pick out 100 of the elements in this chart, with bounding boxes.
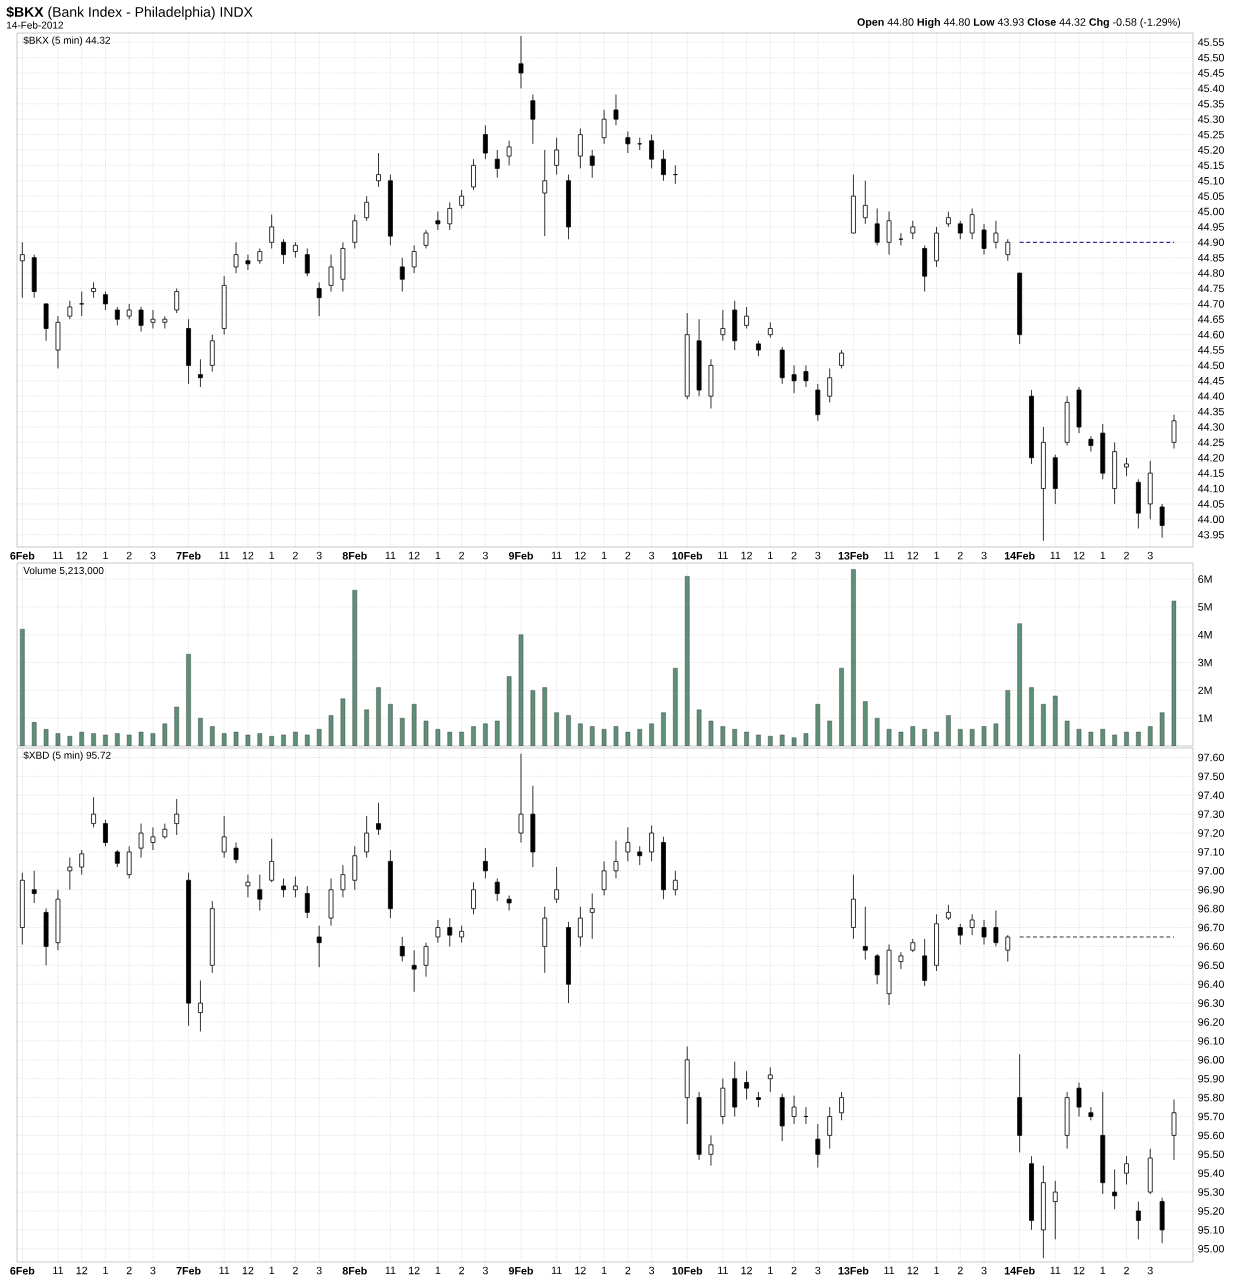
- y-tick-label: 96.00: [1198, 1056, 1224, 1064]
- x-tick-label: 12: [741, 551, 752, 560]
- x-tick-label: 3: [316, 551, 322, 560]
- annotation: $XBD (5 min) 95.72: [23, 751, 111, 761]
- y-tick-label: 96.70: [1198, 923, 1224, 932]
- y-tick-label: 96.10: [1198, 1037, 1224, 1045]
- x-tick-label: 2: [625, 1266, 631, 1275]
- y-tick-label: 97.30: [1198, 810, 1224, 818]
- y-tick-label: 45.15: [1197, 161, 1224, 170]
- x-tick-label: 1: [269, 1266, 275, 1275]
- y-tick-label: 97.00: [1198, 867, 1224, 875]
- x-tick-label: 3: [981, 1266, 987, 1275]
- x-tick-label: 2: [791, 1266, 797, 1275]
- y-tick-label: 44.65: [1197, 315, 1224, 324]
- y-tick-label: 44.75: [1197, 284, 1224, 293]
- y-tick-label: 3M: [1198, 658, 1212, 667]
- x-tick-label: 12: [741, 1266, 752, 1275]
- x-tick-label: 1: [269, 551, 275, 560]
- chart-title: $BKX (Bank Index - Philadelphia) INDX: [6, 6, 253, 20]
- y-tick-label: 95.60: [1198, 1131, 1224, 1140]
- x-tick-label: 2: [1124, 1266, 1129, 1275]
- x-tick-label: 11: [718, 551, 728, 560]
- x-tick-label: 1: [768, 1266, 773, 1275]
- y-tick-label: 44.60: [1197, 330, 1224, 339]
- y-tick-label: 44.30: [1197, 423, 1224, 431]
- y-tick-label: 45.10: [1197, 176, 1224, 185]
- y-tick-label: 44.25: [1197, 438, 1224, 447]
- x-tick-label: 1: [103, 1266, 108, 1275]
- x-tick-label: 2: [292, 551, 298, 560]
- x-tick-label: 2: [292, 1266, 298, 1275]
- x-tick-label: 6Feb: [10, 551, 35, 560]
- y-tick-label: 97.40: [1198, 791, 1224, 800]
- x-tick-label: 2: [625, 551, 631, 560]
- y-tick-label: 96.20: [1198, 1018, 1224, 1026]
- y-tick-label: 96.60: [1198, 942, 1224, 951]
- x-tick-label: 1: [103, 551, 108, 560]
- y-tick-label: 44.00: [1197, 515, 1224, 524]
- y-tick-label: 95.80: [1198, 1093, 1224, 1102]
- x-tick-label: 11: [551, 551, 562, 560]
- y-tick-label: 45.50: [1197, 53, 1224, 62]
- x-tick-label: 2: [1124, 551, 1129, 560]
- x-tick-label: 1: [1100, 1266, 1106, 1275]
- x-tick-label: 12: [76, 551, 88, 560]
- y-tick-label: 96.80: [1198, 904, 1224, 913]
- x-tick-label: 12: [242, 551, 254, 560]
- y-tick-label: 45.25: [1197, 130, 1224, 139]
- text: Open 44.80 High 44.80 Low 43.93 Close 44.32 Chg -0.58 (-1.29%): [857, 18, 1181, 29]
- y-tick-label: 95.10: [1198, 1226, 1224, 1234]
- y-tick-label: 45.00: [1197, 207, 1224, 216]
- y-tick-label: 2M: [1198, 686, 1212, 695]
- x-tick-label: 3: [1147, 551, 1153, 560]
- x-tick-label: 1: [934, 1266, 939, 1275]
- x-tick-label: 7Feb: [176, 551, 201, 560]
- x-tick-label: 11: [385, 551, 396, 560]
- x-tick-label: 11: [718, 1266, 728, 1275]
- x-tick-label: 1: [435, 551, 441, 560]
- y-tick-label: 45.20: [1197, 146, 1224, 154]
- x-tick-label: 3: [649, 551, 655, 560]
- x-tick-label: 11: [219, 1266, 230, 1275]
- x-tick-label: 1: [768, 551, 773, 560]
- x-tick-label: 12: [409, 551, 420, 560]
- x-tick-label: 3: [150, 1266, 156, 1275]
- x-tick-label: 10Feb: [672, 551, 703, 560]
- x-tick-label: 2: [126, 551, 132, 560]
- y-tick-label: 44.95: [1197, 223, 1224, 231]
- y-tick-label: 96.30: [1198, 999, 1224, 1007]
- x-tick-label: 3: [815, 551, 821, 560]
- y-tick-label: 95.90: [1198, 1074, 1224, 1083]
- y-tick-label: 95.00: [1198, 1245, 1224, 1253]
- y-tick-label: 95.50: [1198, 1150, 1224, 1159]
- x-tick-label: 9Feb: [508, 551, 534, 560]
- x-tick-label: 6Feb: [10, 1266, 35, 1275]
- y-tick-label: 96.90: [1198, 885, 1224, 894]
- x-tick-label: 2: [957, 1266, 963, 1275]
- x-tick-label: 1: [435, 1266, 441, 1275]
- x-tick-label: 7Feb: [176, 1266, 201, 1275]
- x-tick-label: 3: [482, 1266, 488, 1275]
- y-tick-label: 96.40: [1198, 980, 1224, 988]
- x-tick-label: 11: [385, 1266, 396, 1275]
- y-tick-label: 6M: [1198, 575, 1212, 583]
- y-tick-label: 45.45: [1197, 69, 1224, 77]
- x-tick-label: 3: [649, 1266, 655, 1275]
- x-tick-label: 13Feb: [838, 551, 869, 560]
- x-tick-label: 2: [957, 551, 963, 560]
- annotation: Volume 5,213,000: [23, 566, 104, 576]
- y-tick-label: 95.40: [1198, 1169, 1224, 1177]
- x-tick-label: 3: [316, 1266, 322, 1275]
- y-tick-label: 44.70: [1197, 300, 1224, 308]
- x-tick-label: 11: [53, 551, 63, 560]
- x-tick-label: 2: [126, 1266, 132, 1275]
- x-tick-label: 1: [601, 551, 607, 560]
- y-tick-label: 1M: [1198, 714, 1212, 722]
- y-tick-label: 44.90: [1197, 238, 1224, 247]
- y-tick-label: 44.05: [1197, 500, 1224, 508]
- y-tick-label: 95.20: [1198, 1207, 1224, 1215]
- x-tick-label: 11: [1050, 1266, 1061, 1275]
- x-tick-label: 1: [1100, 551, 1106, 560]
- x-tick-label: 12: [575, 1266, 586, 1275]
- x-tick-label: 3: [981, 551, 987, 560]
- x-tick-label: 1: [601, 1266, 607, 1275]
